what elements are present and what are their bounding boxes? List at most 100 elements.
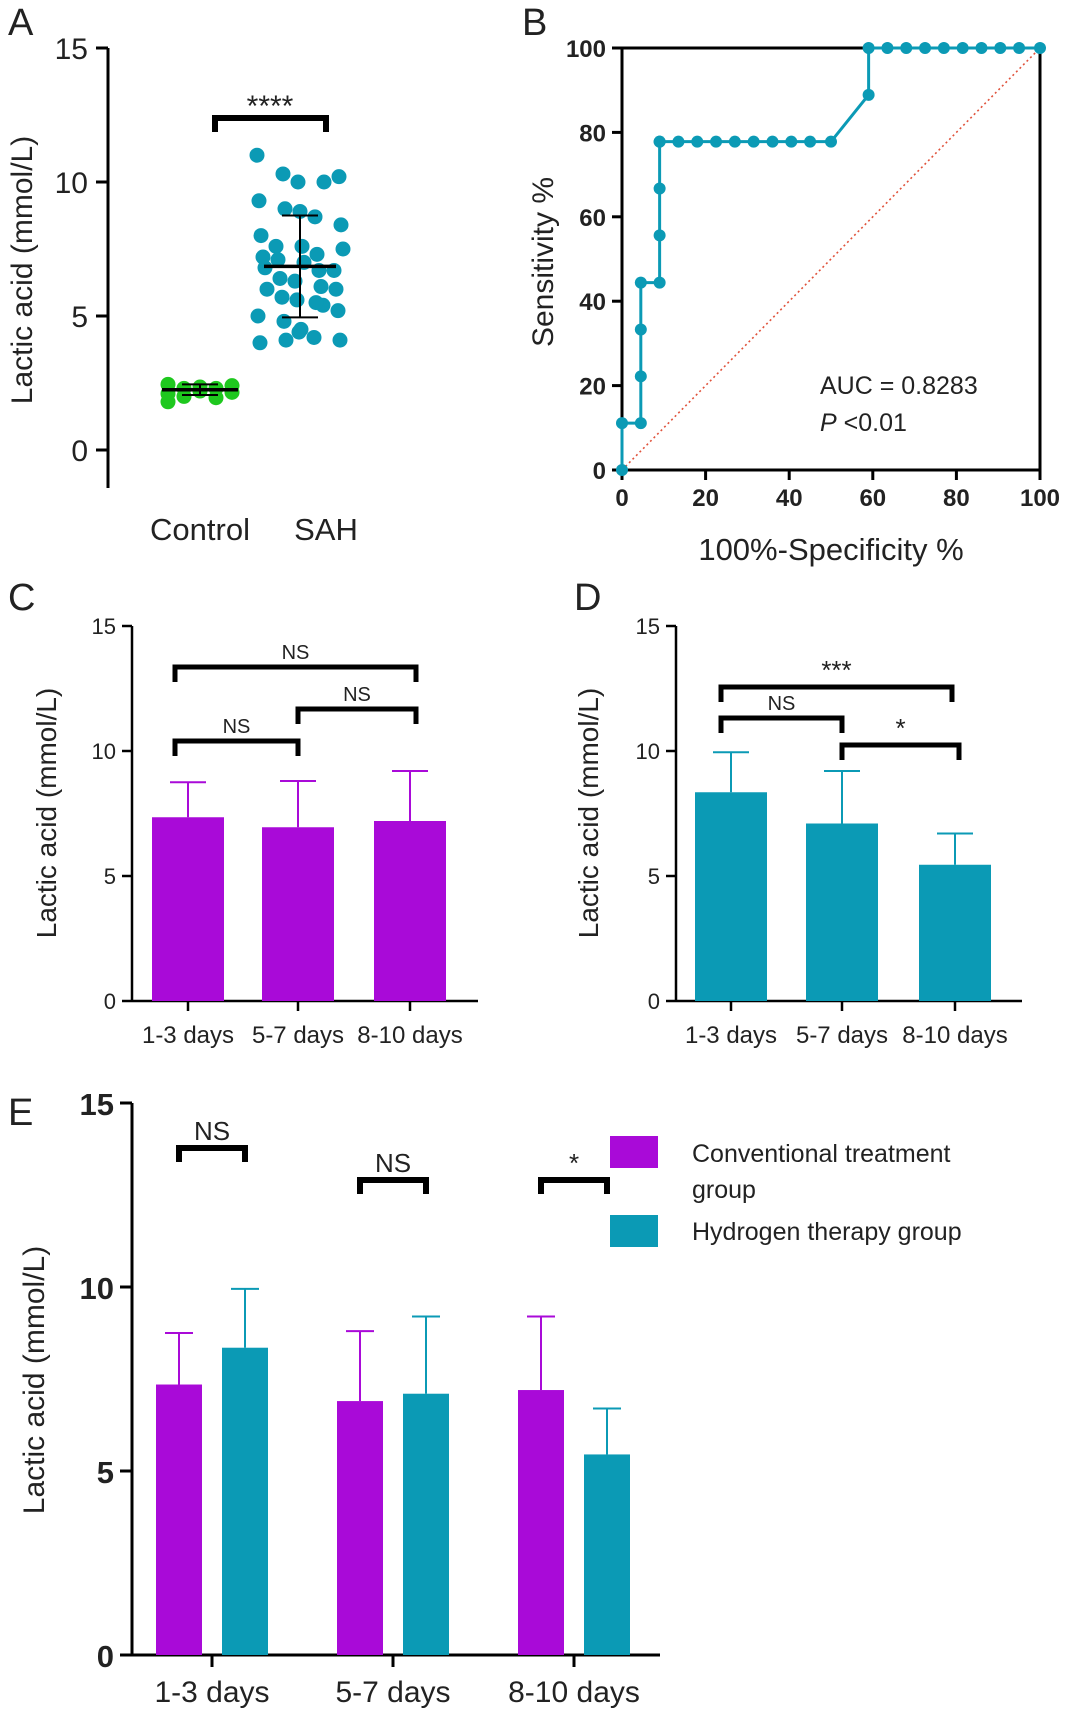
- panel-a-data-point: [276, 313, 292, 329]
- panel-c-bracket-label: NS: [282, 642, 310, 664]
- panel-b-roc-point: [1034, 42, 1046, 54]
- panel-b-roc-point: [937, 42, 950, 54]
- panel-label-c: C: [8, 577, 35, 619]
- panel-e-bars: [156, 1287, 630, 1655]
- panel-a-data-point: [290, 174, 306, 190]
- panel-b-roc-point: [1013, 42, 1026, 54]
- panel-b-y-tick-label: 60: [579, 205, 606, 232]
- panel-b-roc-point: [653, 182, 666, 195]
- panel-a-data-point: [160, 394, 176, 410]
- panel-e-bracket: [357, 1177, 429, 1194]
- panel-b-y-tick-label: 20: [579, 374, 606, 401]
- panel-b-roc-point: [616, 417, 628, 430]
- panel-d-x-tick-label: 1-3 days: [685, 1022, 777, 1049]
- panel-a-data-point: [274, 289, 290, 305]
- panel-c-y-tick-label: 5: [104, 864, 116, 889]
- panel-b-y-label: Sensitivity %: [527, 177, 560, 347]
- panel-b-roc-point: [634, 370, 647, 383]
- panel-a-data-point: [249, 147, 265, 163]
- panel-a-data-point: [313, 279, 329, 295]
- panel-b-roc-point: [956, 42, 969, 54]
- panel-c-x-tick-label: 5-7 days: [252, 1022, 344, 1049]
- panel-a-data-point: [328, 281, 344, 297]
- panel-a-points: [160, 147, 351, 410]
- panel-a-y-tick-label: 10: [55, 167, 88, 200]
- panel-c-bar: [374, 821, 446, 1001]
- panel-b-y-tick-label: 80: [579, 120, 606, 147]
- legend-swatch-hydrogen: [610, 1215, 658, 1247]
- panel-c-brackets: NS NS NS: [172, 642, 419, 756]
- legend-swatch-conventional: [610, 1136, 658, 1168]
- panel-a-data-point: [294, 238, 310, 254]
- panel-a-data-point: [176, 388, 192, 404]
- panel-c-y-tick-label: 10: [92, 739, 116, 764]
- panel-b-roc-point: [672, 135, 685, 148]
- panel-a-x-label-control: Control: [150, 512, 250, 547]
- panel-a-data-point: [275, 166, 291, 182]
- panel-a-data-point: [224, 384, 240, 400]
- panel-a-data-point: [251, 193, 267, 209]
- panel-a-data-point: [270, 252, 286, 268]
- panel-c-bracket-label: NS: [343, 684, 371, 706]
- panel-e-bar: [156, 1384, 202, 1655]
- panel-a-data-point: [293, 321, 309, 337]
- panel-e-bracket-label: NS: [375, 1148, 411, 1178]
- panel-e-bar: [584, 1454, 630, 1655]
- panel-a-data-point: [306, 329, 322, 345]
- panel-a-y-tick-label: 0: [71, 435, 88, 468]
- panel-d-x-tick-label: 5-7 days: [796, 1022, 888, 1049]
- panel-d-bracket: [839, 742, 962, 760]
- panel-d-brackets: NS****: [718, 655, 962, 760]
- panel-a-data-point: [307, 209, 323, 225]
- panel-d-bars: [695, 751, 991, 1001]
- panel-a-data-point: [309, 246, 325, 262]
- panel-b-roc-point: [653, 276, 666, 289]
- panel-b-roc-point: [804, 135, 817, 148]
- panel-d-ticks: 0 5 10 15 1-3 days 5-7 days 8-10 days: [636, 614, 1008, 1049]
- panel-a-data-point: [332, 332, 348, 348]
- panel-b-ticks: 0 20 40 60 80 100 0 20 40 60 80 100: [566, 36, 1060, 512]
- panel-e-bracket: [176, 1145, 248, 1162]
- panel-b-roc-point: [919, 42, 932, 54]
- panel-b-roc-points: [616, 42, 1046, 476]
- legend-label-conventional-line2: group: [692, 1176, 756, 1204]
- panel-label-a: A: [8, 2, 34, 44]
- panel-a-significance-bracket: [212, 115, 329, 132]
- panel-b-x-tick-label: 80: [943, 485, 970, 512]
- panel-a-data-point: [268, 238, 284, 254]
- panel-b-roc-point: [975, 42, 988, 54]
- panel-a-y-tick-label: 5: [71, 301, 88, 334]
- panel-c-bracket-label: NS: [223, 716, 251, 738]
- panel-e-legend: Conventional treatment group Hydrogen th…: [610, 1136, 962, 1247]
- panel-b-roc-point: [634, 276, 647, 289]
- panel-b-roc-point: [785, 135, 798, 148]
- panel-e-y-tick-label: 5: [97, 1455, 114, 1490]
- panel-b-roc-point: [747, 135, 760, 148]
- panel-b-diagonal: [621, 47, 1041, 471]
- legend-label-conventional: Conventional treatment: [692, 1140, 951, 1168]
- panel-a-data-point: [277, 201, 293, 217]
- panel-e-bar: [518, 1390, 564, 1655]
- panel-d-bracket-label: NS: [768, 693, 796, 715]
- panel-d-bar: [806, 823, 878, 1001]
- panel-a-data-point: [208, 390, 224, 406]
- panel-c-bars: [152, 770, 446, 1001]
- panel-b-roc-point: [634, 417, 647, 430]
- panel-a-data-point: [316, 174, 332, 190]
- panel-b-roc-point: [825, 135, 837, 148]
- panel-b-roc-point: [881, 42, 894, 54]
- panel-d-bracket-label: *: [895, 713, 905, 743]
- panel-e-y-tick-label: 10: [80, 1271, 114, 1306]
- panel-a-y-tick-label: 15: [55, 33, 88, 66]
- panel-d-y-tick-label: 0: [648, 989, 660, 1014]
- panel-b-y-tick-label: 40: [579, 289, 606, 316]
- panel-c-bracket: [172, 738, 301, 756]
- panel-b-p-text: P <0.01: [820, 409, 907, 437]
- panel-a-data-point: [278, 332, 294, 348]
- panel-b-roc-point: [691, 135, 704, 148]
- panel-e-bar: [222, 1347, 268, 1655]
- panel-e-x-tick-label: 8-10 days: [508, 1676, 640, 1709]
- panel-d-bar: [695, 792, 767, 1001]
